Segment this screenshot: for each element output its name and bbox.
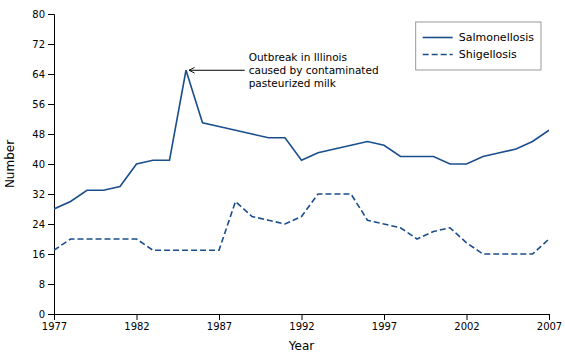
y-tick-mark — [48, 104, 54, 105]
x-tick: 1992 — [289, 314, 314, 332]
x-tick: 1987 — [207, 314, 232, 332]
x-tick-mark — [137, 314, 138, 320]
y-tick-mark — [48, 224, 54, 225]
y-tick-mark — [48, 44, 54, 45]
annotation-line: pasteurized milk — [249, 77, 337, 89]
x-tick: 1977 — [42, 314, 67, 332]
legend-label: Shigellosis — [459, 48, 517, 61]
y-tick-mark — [48, 194, 54, 195]
legend-box — [416, 22, 541, 70]
y-tick: 32 — [32, 189, 54, 200]
x-tick-label: 1982 — [124, 321, 149, 332]
x-tick-mark — [384, 314, 385, 320]
y-tick: 72 — [32, 39, 54, 50]
legend: Salmonellosis Shigellosis — [416, 22, 541, 70]
legend-swatch — [423, 54, 453, 56]
legend-label: Salmonellosis — [459, 31, 535, 44]
y-tick: 16 — [32, 249, 54, 260]
series-line — [54, 194, 549, 254]
y-tick-mark — [48, 254, 54, 255]
plot-area: 1977 1982 1987 1992 1997 2002 2007 0 8 16 24 32 40 48… — [32, 9, 562, 332]
y-axis-line — [48, 15, 55, 315]
x-axis: 1977 1982 1987 1992 1997 2002 2007 — [42, 314, 562, 332]
y-tick-label: 32 — [32, 189, 45, 200]
y-tick-mark — [48, 134, 54, 135]
series-group — [54, 70, 549, 254]
annotation: Outbreak in Illinoiscaused by contaminat… — [189, 51, 379, 88]
y-tick: 24 — [32, 219, 54, 230]
series-line — [54, 70, 549, 209]
y-tick-mark — [48, 164, 54, 165]
annotation-arrow — [189, 70, 245, 71]
x-tick-mark — [302, 314, 303, 320]
y-tick-label: 48 — [32, 129, 45, 140]
y-tick-label: 80 — [32, 9, 45, 20]
y-tick: 40 — [32, 159, 54, 170]
x-axis-title: Year — [288, 339, 314, 353]
annotation-line: caused by contaminated — [249, 64, 379, 76]
x-axis-line — [55, 315, 550, 321]
x-tick: 1997 — [372, 314, 397, 332]
y-tick-label: 16 — [32, 249, 45, 260]
x-tick: 1982 — [124, 314, 149, 332]
y-tick-label: 8 — [39, 279, 45, 290]
y-axis: 0 8 16 24 32 40 48 56 64 72 80 — [32, 9, 54, 320]
y-tick: 64 — [32, 69, 54, 80]
x-tick: 2002 — [454, 314, 479, 332]
annotation-line: Outbreak in Illinois — [249, 51, 347, 63]
y-tick: 56 — [32, 99, 54, 110]
y-tick-label: 24 — [32, 219, 45, 230]
y-tick: 0 — [39, 309, 54, 320]
x-tick-label: 1992 — [289, 321, 314, 332]
x-tick-label: 2002 — [454, 321, 479, 332]
y-tick-label: 72 — [32, 39, 45, 50]
y-tick-label: 40 — [32, 159, 45, 170]
x-tick-label: 2007 — [537, 321, 562, 332]
y-tick-mark — [48, 14, 54, 15]
x-tick-label: 1987 — [207, 321, 232, 332]
y-tick: 8 — [39, 279, 54, 290]
x-tick-label: 1997 — [372, 321, 397, 332]
legend-swatch — [423, 37, 453, 39]
x-tick: 2007 — [537, 314, 562, 332]
x-tick-label: 1977 — [42, 321, 67, 332]
x-tick-mark — [219, 314, 220, 320]
chart: 1977 1982 1987 1992 1997 2002 2007 0 8 16 24 32 40 48… — [0, 0, 565, 358]
y-tick-mark — [48, 74, 54, 75]
x-tick-mark — [549, 314, 550, 320]
y-axis-title: Number — [3, 140, 17, 188]
x-tick-mark — [467, 314, 468, 320]
y-tick-mark — [48, 284, 54, 285]
y-tick: 80 — [32, 9, 54, 20]
annotation-text: Outbreak in Illinoiscaused by contaminat… — [249, 51, 379, 88]
y-tick-label: 64 — [32, 69, 45, 80]
y-tick-label: 0 — [39, 309, 45, 320]
y-tick-label: 56 — [32, 99, 45, 110]
y-tick-mark — [48, 314, 54, 315]
y-tick: 48 — [32, 129, 54, 140]
